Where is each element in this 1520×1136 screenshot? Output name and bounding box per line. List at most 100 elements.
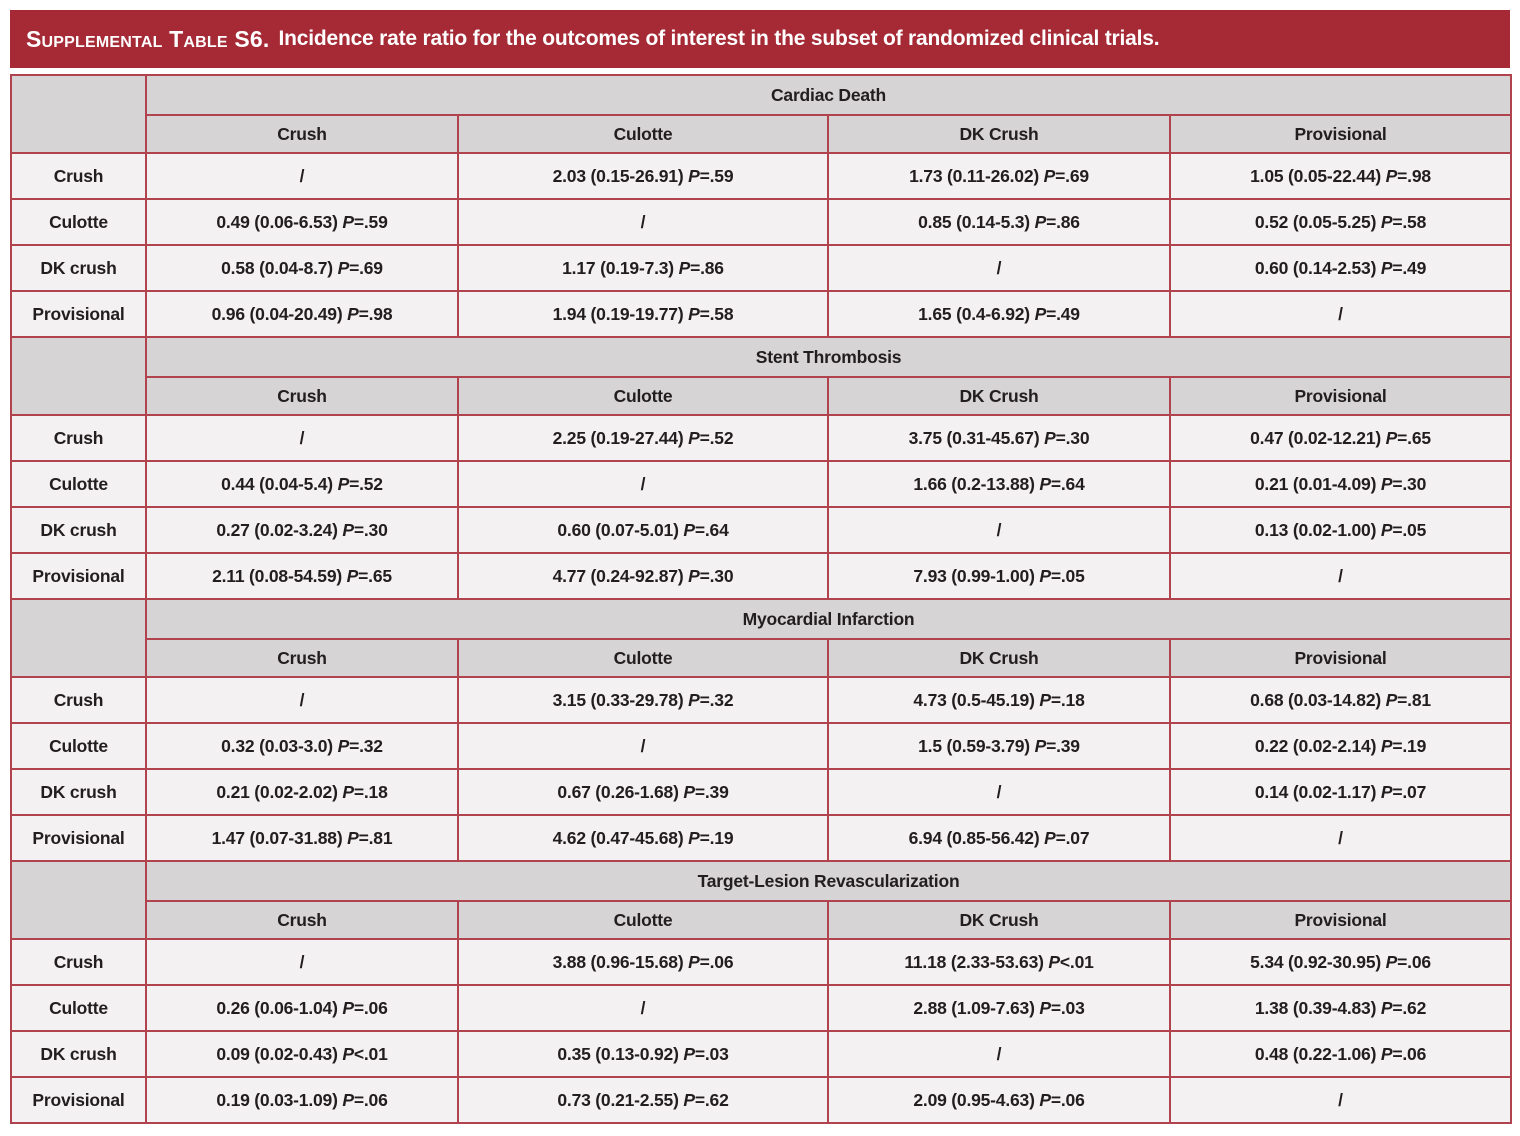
table-row: Crush/3.15 (0.33-29.78) P=.32 4.73 (0.5-4… [10, 676, 1513, 724]
diagonal-cell: / [827, 244, 1171, 292]
p-value-label: P [1385, 427, 1398, 448]
irr-cell: 0.21 (0.01-4.09) P=.30 [1168, 460, 1513, 508]
p-value-label: P [688, 303, 700, 324]
row-label: DK crush [10, 244, 147, 292]
column-header: DK Crush [827, 114, 1171, 154]
irr-table: Cardiac Death Crush Culotte DK Crush Provisi… [10, 74, 1513, 1124]
section-title: Target-Lesion Revascularization [144, 860, 1513, 902]
irr-cell: 0.19 (0.03-1.09) P=.06 [145, 1076, 459, 1124]
section-title-row: Target-Lesion Revascularization [10, 860, 1513, 940]
row-label: Culotte [10, 198, 147, 246]
p-value-label: P [1039, 473, 1051, 494]
table-row: Culotte 0.44 (0.04-5.4) P=.52/1.66 (0.2-1… [10, 460, 1513, 508]
p-value-label: P [683, 781, 695, 802]
p-value-label: P [1034, 735, 1047, 756]
table-row: DK crush 0.09 (0.02-0.43) P<.01 0.35 (0.13… [10, 1030, 1513, 1078]
diagonal-cell: / [457, 198, 829, 246]
p-value-label: P [1039, 689, 1051, 710]
irr-cell: 1.94 (0.19-19.77) P=.58 [457, 290, 829, 338]
column-header: Provisional [1168, 638, 1513, 678]
table-row: DK crush 0.58 (0.04-8.7) P=.69 1.17 (0.19-… [10, 244, 1513, 292]
irr-cell: 0.60 (0.14-2.53) P=.49 [1168, 244, 1513, 292]
irr-cell: 1.38 (0.39-4.83) P=.62 [1168, 984, 1513, 1032]
p-value-label: P [337, 257, 350, 278]
section-title: Myocardial Infarction [144, 598, 1513, 640]
irr-cell: 2.03 (0.15-26.91) P=.59 [457, 152, 829, 200]
p-value-label: P [1380, 997, 1393, 1018]
p-value-label: P [342, 997, 354, 1018]
column-header: Culotte [457, 376, 829, 416]
row-label: Culotte [10, 722, 147, 770]
section-title-row: Myocardial Infarction [10, 598, 1513, 678]
outcome-section: Stent Thrombosis Crush Culotte DK Crush Prov… [10, 336, 1513, 600]
corner-cell [10, 598, 147, 678]
irr-cell: 1.05 (0.05-22.44) P=.98 [1168, 152, 1513, 200]
column-header: DK Crush [827, 376, 1171, 416]
p-value-label: P [683, 1089, 695, 1110]
irr-cell: 1.5 (0.59-3.79) P=.39 [827, 722, 1171, 770]
irr-cell: 1.17 (0.19-7.3) P=.86 [457, 244, 829, 292]
irr-cell: 5.34 (0.92-30.95) P=.06 [1168, 938, 1513, 986]
p-value-label: P [342, 519, 354, 540]
diagonal-cell: / [1168, 552, 1513, 600]
p-value-label: P [1385, 951, 1398, 972]
p-value-label: P [688, 689, 700, 710]
diagonal-cell: / [145, 414, 459, 462]
p-value-label: P [337, 473, 350, 494]
irr-cell: 2.25 (0.19-27.44) P=.52 [457, 414, 829, 462]
column-header-row: Crush Culotte DK Crush Provisional [11, 900, 1513, 940]
table-row: DK crush 0.21 (0.02-2.02) P=.18 0.67 (0.26… [10, 768, 1513, 816]
section-title: Cardiac Death [144, 74, 1513, 116]
outcome-section: Myocardial Infarction Crush Culotte DK Crus… [10, 598, 1513, 862]
p-value-label: P [1034, 303, 1047, 324]
column-header: Crush [145, 900, 459, 940]
p-value-label: P [1380, 781, 1393, 802]
table-row: Provisional 2.11 (0.08-54.59) P=.65 4.77 (… [10, 552, 1513, 600]
p-value-label: P [688, 565, 700, 586]
section-title-row: Cardiac Death [10, 74, 1513, 154]
table-row: DK crush 0.27 (0.02-3.24) P=.30 0.60 (0.07… [10, 506, 1513, 554]
p-value-label: P [1380, 211, 1393, 232]
column-header: Culotte [457, 638, 829, 678]
diagonal-cell: / [1168, 814, 1513, 862]
p-value-label: P [1385, 689, 1398, 710]
row-label: Crush [10, 676, 147, 724]
column-header-row: Crush Culotte DK Crush Provisional [11, 114, 1513, 154]
column-header: DK Crush [827, 638, 1171, 678]
p-value-label: P [688, 165, 700, 186]
p-value-label: P [342, 1043, 354, 1064]
table-row: Culotte 0.32 (0.03-3.0) P=.32/1.5 (0.59-3… [10, 722, 1513, 770]
corner-cell [10, 74, 147, 154]
diagonal-cell: / [145, 938, 459, 986]
irr-cell: 4.62 (0.47-45.68) P=.19 [457, 814, 829, 862]
diagonal-cell: / [1168, 290, 1513, 338]
irr-cell: 0.21 (0.02-2.02) P=.18 [145, 768, 459, 816]
p-value-label: P [683, 519, 695, 540]
irr-cell: 0.14 (0.02-1.17) P=.07 [1168, 768, 1513, 816]
irr-cell: 0.73 (0.21-2.55) P=.62 [457, 1076, 829, 1124]
row-label: Provisional [10, 1076, 147, 1124]
table-row: Provisional 0.19 (0.03-1.09) P=.06 0.73 (0… [10, 1076, 1513, 1124]
diagonal-cell: / [145, 676, 459, 724]
irr-cell: 2.09 (0.95-4.63) P=.06 [827, 1076, 1171, 1124]
column-header: Provisional [1168, 376, 1513, 416]
row-label: DK crush [10, 506, 147, 554]
table-title-prefix: Supplemental Table S6. [26, 25, 270, 52]
irr-cell: 0.48 (0.22-1.06) P=.06 [1168, 1030, 1513, 1078]
row-label: Culotte [10, 460, 147, 508]
column-header: DK Crush [827, 900, 1171, 940]
irr-cell: 2.11 (0.08-54.59) P=.65 [145, 552, 459, 600]
p-value-label: P [342, 781, 354, 802]
table-title-bar: Supplemental Table S6. Incidence rate ra… [10, 10, 1510, 68]
irr-cell: 0.52 (0.05-5.25) P=.58 [1168, 198, 1513, 246]
irr-cell: 0.96 (0.04-20.49) P=.98 [145, 290, 459, 338]
row-label: Culotte [10, 984, 147, 1032]
p-value-label: P [347, 303, 359, 324]
p-value-label: P [1380, 1043, 1393, 1064]
irr-cell: 0.68 (0.03-14.82) P=.81 [1168, 676, 1513, 724]
p-value-label: P [1044, 827, 1056, 848]
irr-cell: 4.77 (0.24-92.87) P=.30 [457, 552, 829, 600]
p-value-label: P [1039, 1089, 1051, 1110]
irr-cell: 11.18 (2.33-53.63) P<.01 [827, 938, 1171, 986]
p-value-label: P [1039, 997, 1051, 1018]
